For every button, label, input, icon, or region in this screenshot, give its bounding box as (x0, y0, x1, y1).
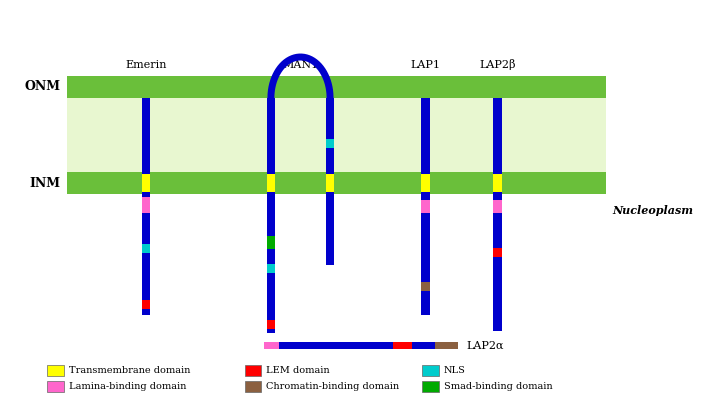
Bar (325, 174, 335, 192)
Text: Transmembrane domain: Transmembrane domain (69, 366, 191, 375)
Bar (325, 139, 335, 148)
Text: Lamina-binding domain: Lamina-binding domain (69, 382, 186, 391)
Bar (421, 174, 430, 192)
Bar (392, 342, 412, 349)
Bar (494, 200, 502, 213)
Text: MAN1: MAN1 (283, 60, 318, 70)
Bar (264, 342, 458, 349)
Bar (266, 320, 275, 329)
Text: Nucleoplasm: Nucleoplasm (613, 205, 694, 216)
Text: Chromatin-binding domain: Chromatin-binding domain (266, 382, 399, 391)
Bar (421, 282, 430, 291)
Bar (435, 342, 458, 349)
Bar (67, 76, 606, 98)
Bar (421, 200, 430, 213)
Bar (142, 300, 150, 309)
Bar (266, 98, 275, 333)
Bar (47, 365, 64, 376)
Text: LAP1: LAP1 (411, 60, 440, 70)
Bar (245, 365, 261, 376)
Bar (266, 236, 275, 249)
Text: INM: INM (30, 177, 60, 190)
Bar (422, 365, 439, 376)
Bar (422, 381, 439, 392)
Text: ONM: ONM (25, 80, 60, 94)
Bar (142, 98, 150, 315)
Text: NLS: NLS (444, 366, 465, 375)
Bar (142, 197, 150, 213)
Bar (67, 173, 606, 194)
Bar (266, 174, 275, 192)
Bar (67, 76, 606, 194)
Text: Smad-binding domain: Smad-binding domain (444, 382, 553, 391)
Bar (245, 381, 261, 392)
Text: LAP2α: LAP2α (466, 340, 503, 350)
Bar (142, 174, 150, 192)
Bar (325, 98, 335, 265)
Bar (47, 381, 64, 392)
Bar (142, 244, 150, 253)
Bar (494, 248, 502, 257)
Text: LEM domain: LEM domain (266, 366, 330, 375)
Bar (494, 98, 502, 331)
Bar (494, 174, 502, 192)
Bar (264, 342, 279, 349)
Text: Emerin: Emerin (125, 60, 167, 70)
Bar (421, 98, 430, 315)
Text: LAP2β: LAP2β (479, 59, 516, 70)
Bar (266, 264, 275, 273)
